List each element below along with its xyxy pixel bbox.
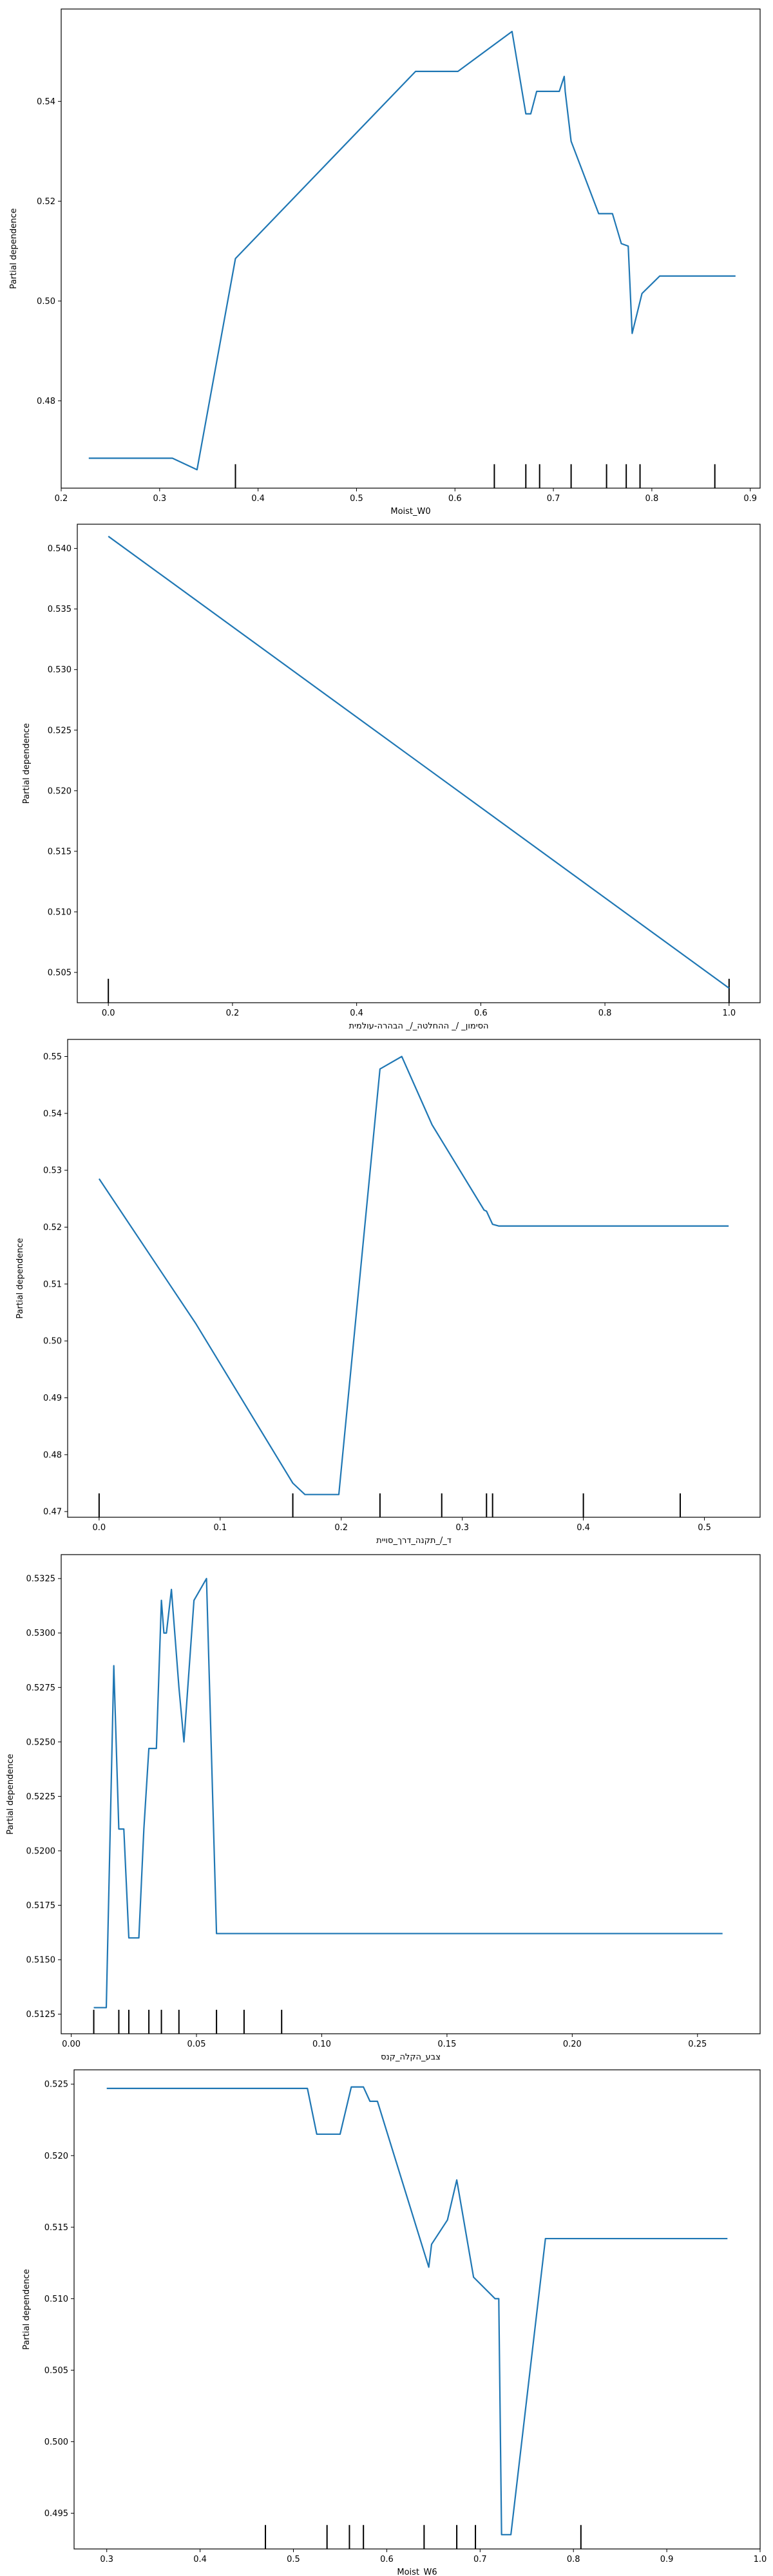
x-tick-label: 0.7 — [473, 2555, 487, 2564]
y-tick-label: 0.55 — [43, 1052, 62, 1062]
y-tick-label: 0.52 — [43, 1223, 62, 1233]
y-tick-label: 0.505 — [44, 2366, 68, 2376]
chart-panel-5: 0.3 0.4 0.5 0.6 0.7 0.8 0.9 1.0 0.495 0.500 0.505 0… — [22, 2069, 767, 2576]
plot-frame — [67, 1039, 761, 1518]
y-tick-label: 0.48 — [37, 397, 55, 406]
y-tick-label: 0.5150 — [26, 1956, 56, 1965]
y-tick-label: 0.5275 — [26, 1683, 56, 1693]
chart-panel-3: 0.0 0.1 0.2 0.3 0.4 0.5 0.47 0.48 0.49 0.50 0.51 0.… — [15, 1039, 761, 1546]
y-tick-label: 0.525 — [48, 726, 72, 735]
x-tick-label: 0.6 — [474, 1009, 488, 1018]
y-tick-label: 0.500 — [44, 2438, 68, 2447]
y-tick-label: 0.520 — [48, 786, 72, 796]
x-tick-label: 0.0 — [102, 1009, 115, 1018]
y-tick-label: 0.47 — [43, 1508, 62, 1517]
x-tick-label: 0.6 — [448, 494, 462, 504]
x-tick-label: 0.10 — [312, 2040, 331, 2049]
x-tick-label: 0.5 — [287, 2555, 300, 2564]
x-tick-label: 0.05 — [187, 2040, 206, 2049]
y-tick-label: 0.52 — [37, 197, 55, 207]
y-tick-label: 0.5250 — [26, 1738, 56, 1747]
y-axis-label: Partial dependence — [22, 723, 32, 804]
x-tick-label: 0.7 — [547, 494, 560, 504]
x-tick-label: 0.9 — [660, 2555, 674, 2564]
x-tick-label: 0.20 — [563, 2040, 582, 2049]
y-tick-label: 0.5200 — [26, 1846, 56, 1856]
partial-dependence-line — [98, 1056, 729, 1495]
x-tick-label: 0.2 — [55, 494, 68, 504]
y-tick-label: 0.530 — [48, 665, 72, 675]
x-tick-label: 0.8 — [598, 1009, 612, 1018]
y-tick-label: 0.50 — [37, 297, 55, 307]
x-tick-label: 0.8 — [645, 494, 659, 504]
y-tick-label: 0.510 — [48, 907, 72, 917]
y-tick-label: 0.53 — [43, 1166, 62, 1176]
x-tick-label: 0.25 — [688, 2040, 707, 2049]
x-tick-label: 1.0 — [754, 2555, 767, 2564]
x-tick-label: 0.9 — [743, 494, 757, 504]
y-tick-label: 0.5325 — [26, 1575, 56, 1584]
y-tick-label: 0.525 — [44, 2080, 68, 2090]
plot-frame — [61, 1554, 761, 2034]
x-axis-label: צבע_הקלה_קנס — [381, 2052, 441, 2062]
chart-panel-1: 0.2 0.3 0.4 0.5 0.6 0.7 0.8 0.9 0.48 0.50 0.52 0.54… — [9, 8, 761, 516]
partial-dependence-line — [108, 535, 730, 989]
plot-frame — [73, 2069, 761, 2550]
x-tick-label: 0.2 — [334, 1523, 348, 1533]
chart-panel-2: 0.0 0.2 0.4 0.6 0.8 1.0 0.505 0.510 0.515 0.520 0.… — [22, 524, 761, 1031]
x-tick-label: 0.5 — [698, 1523, 711, 1533]
x-tick-label: 0.4 — [193, 2555, 207, 2564]
x-axis-label: Moist_W6 — [397, 2568, 437, 2576]
y-tick-label: 0.515 — [48, 847, 72, 857]
x-axis-label: Moist_W0 — [390, 507, 430, 516]
y-tick-label: 0.5300 — [26, 1629, 56, 1638]
partial-dependence-line — [106, 2086, 728, 2535]
y-tick-label: 0.505 — [48, 968, 72, 978]
x-tick-label: 0.00 — [62, 2040, 81, 2049]
y-tick-label: 0.54 — [43, 1109, 62, 1119]
y-tick-label: 0.510 — [44, 2295, 68, 2304]
y-tick-label: 0.5125 — [26, 2010, 56, 2020]
x-tick-label: 1.0 — [722, 1009, 736, 1018]
y-tick-label: 0.535 — [48, 605, 72, 614]
y-axis-label: Partial dependence — [6, 1754, 15, 1834]
y-tick-label: 0.51 — [43, 1280, 62, 1289]
y-tick-label: 0.54 — [37, 97, 55, 107]
x-tick-label: 0.5 — [350, 494, 363, 504]
y-tick-label: 0.5225 — [26, 1792, 56, 1802]
partial-dependence-line — [93, 1578, 723, 2009]
y-axis-label: Partial dependence — [9, 208, 19, 289]
x-tick-label: 0.6 — [380, 2555, 394, 2564]
y-tick-label: 0.495 — [44, 2509, 68, 2519]
x-tick-label: 0.4 — [251, 494, 265, 504]
x-axis-label: הסימון_ /_ ההחלטה_/_ הבהרה-עולמית — [348, 1021, 488, 1031]
y-tick-label: 0.50 — [43, 1337, 62, 1347]
y-tick-label: 0.515 — [44, 2223, 68, 2233]
partial-dependence-line — [88, 30, 736, 471]
x-tick-label: 0.15 — [437, 2040, 456, 2049]
x-tick-label: 0.3 — [455, 1523, 469, 1533]
x-tick-label: 0.2 — [226, 1009, 240, 1018]
y-tick-label: 0.5175 — [26, 1901, 56, 1911]
plot-frame — [77, 524, 761, 1003]
x-tick-label: 0.4 — [577, 1523, 590, 1533]
x-tick-label: 0.1 — [213, 1523, 227, 1533]
y-tick-label: 0.540 — [48, 544, 72, 554]
x-tick-label: 0.0 — [93, 1523, 106, 1533]
x-tick-label: 0.8 — [567, 2555, 580, 2564]
y-tick-label: 0.48 — [43, 1450, 62, 1460]
x-tick-label: 0.3 — [153, 494, 166, 504]
plot-frame — [61, 8, 761, 489]
x-tick-label: 0.3 — [100, 2555, 113, 2564]
x-tick-label: 0.4 — [350, 1009, 363, 1018]
y-axis-label: Partial dependence — [15, 1238, 25, 1318]
x-axis-label: ד_/_תקנה_דרך_סויית — [376, 1536, 452, 1546]
chart-panel-4: 0.00 0.05 0.10 0.15 0.20 0.25 0.5125 0.5150 0.51… — [6, 1554, 761, 2062]
y-tick-label: 0.520 — [44, 2152, 68, 2161]
y-tick-label: 0.49 — [43, 1394, 62, 1403]
y-axis-label: Partial dependence — [22, 2269, 32, 2349]
